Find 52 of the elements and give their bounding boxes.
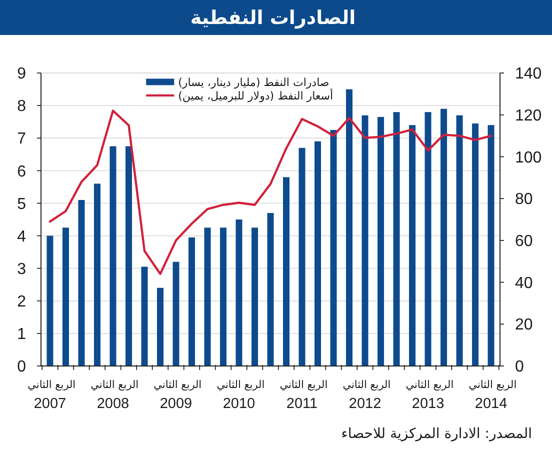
bar (488, 125, 494, 366)
bar (330, 130, 337, 366)
bar (94, 184, 100, 366)
y2-tick-label: 140 (515, 66, 542, 83)
y2-tick-label: 20 (515, 316, 533, 334)
bar (172, 262, 180, 366)
y-tick-label: 7 (17, 130, 26, 148)
bar (125, 146, 132, 366)
y-tick-label: 5 (17, 196, 26, 213)
bar (236, 220, 242, 366)
bar (62, 228, 69, 366)
bar (472, 123, 479, 366)
chart-title: الصادرات النفطية (190, 7, 356, 29)
bar (314, 141, 322, 366)
bar (362, 115, 368, 366)
bar (78, 200, 85, 366)
y2-tick-label: 100 (515, 149, 542, 166)
bar (188, 237, 195, 366)
y2-tick-label: 0 (515, 358, 524, 376)
bar (440, 108, 448, 366)
bar (424, 112, 432, 366)
bar (267, 212, 274, 366)
text: المصدر: الادارة المركزية للاحصاء (341, 426, 532, 442)
y2-tick-label: 80 (515, 191, 533, 208)
y-tick-label: 0 (17, 358, 26, 376)
y2-tick-label: 60 (515, 233, 533, 250)
bar (46, 236, 54, 366)
bar (110, 146, 116, 366)
bar (409, 125, 416, 366)
y-tick-label: 1 (17, 326, 26, 344)
line-series (48, 110, 492, 276)
bar (252, 228, 258, 366)
bar (393, 112, 400, 366)
y2-tick-label: 40 (515, 274, 533, 292)
bar (220, 228, 226, 366)
bar (346, 89, 353, 366)
bar (156, 288, 164, 366)
bar (283, 177, 290, 366)
y-tick-label: 6 (17, 163, 26, 180)
legend-label: صادرات النفط (مليار دينار، يسار) (178, 76, 330, 89)
bar (456, 115, 463, 366)
legend-label: أسعار النفط (دولار للبرميل، يمين) (178, 88, 334, 102)
y-tick-label: 2 (17, 293, 26, 310)
y-tick-label: 8 (17, 98, 26, 116)
bar (141, 266, 148, 366)
y-tick-label: 3 (17, 260, 26, 278)
y2-tick-label: 120 (515, 107, 542, 124)
bar (298, 148, 306, 366)
bar (378, 116, 384, 366)
y-tick-label: 9 (17, 66, 26, 83)
y-tick-label: 4 (17, 228, 26, 246)
bar (204, 228, 211, 366)
